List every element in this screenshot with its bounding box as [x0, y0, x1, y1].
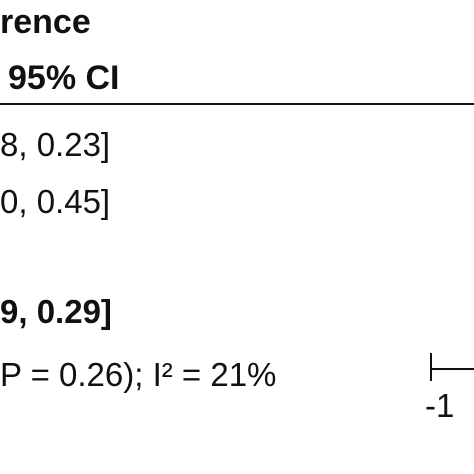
axis-tick-label: -1 [425, 387, 455, 424]
heterogeneity: P = 0.26); I² = 21% [0, 356, 277, 393]
header-line2: 95% CI [8, 59, 120, 97]
total-ci: 9, 0.29] [0, 293, 112, 330]
study-ci: 0, 0.45] [0, 183, 111, 220]
study-ci: 8, 0.23] [0, 126, 111, 163]
header-line1: rence [0, 3, 91, 41]
